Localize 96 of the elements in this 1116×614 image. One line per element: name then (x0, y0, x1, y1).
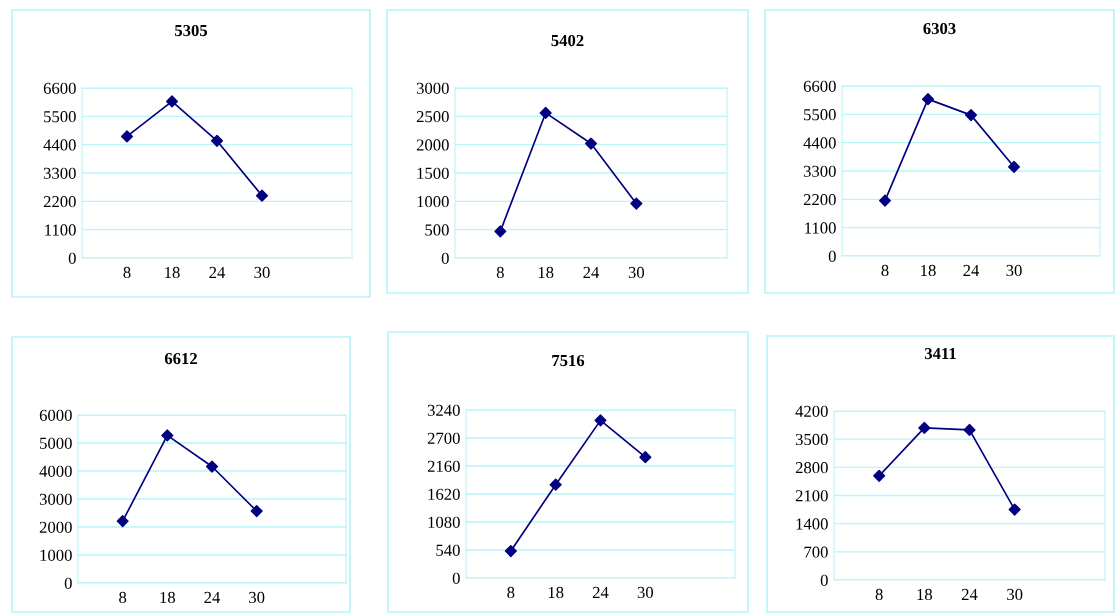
point (873, 469, 886, 482)
point (494, 225, 507, 238)
y-tick-label: 6000 (39, 409, 72, 421)
x-tick-label: 8 (875, 588, 883, 601)
y-tick-label: 1400 (796, 518, 828, 530)
x-tick-label: 30 (1007, 588, 1023, 601)
y-tick-label: 6600 (803, 80, 836, 92)
point (539, 106, 552, 120)
point (594, 414, 607, 427)
point (921, 93, 935, 106)
y-tick-label: 4000 (39, 465, 72, 477)
x-tick-label: 18 (917, 588, 933, 601)
x-tick-label: 24 (583, 266, 600, 278)
x-tick-label: 24 (961, 588, 978, 600)
y-tick-label: 0 (64, 577, 72, 589)
chart-title: 5402 (551, 34, 584, 47)
point (964, 109, 978, 122)
chart-title: 7516 (552, 354, 585, 367)
x-tick-label: 30 (628, 266, 645, 279)
y-tick-label: 1000 (40, 549, 72, 561)
x-tick-label: 8 (119, 591, 127, 604)
x-tick-label: 8 (496, 266, 504, 279)
x-tick-label: 24 (209, 266, 226, 278)
point (250, 504, 263, 518)
y-tick-label: 3300 (43, 167, 76, 179)
y-tick-label: 1100 (805, 222, 836, 234)
y-tick-label: 3500 (795, 433, 828, 446)
y-tick-label: 2200 (803, 194, 836, 206)
point (918, 421, 931, 434)
y-tick-label: 3300 (803, 165, 836, 177)
y-tick-label: 5500 (804, 109, 836, 121)
y-tick-label: 540 (436, 544, 460, 556)
point (205, 460, 219, 473)
chart-title: 5305 (175, 24, 208, 37)
y-tick-label: 500 (425, 224, 449, 236)
point (878, 194, 892, 207)
y-tick-label: 5500 (44, 111, 76, 123)
y-tick-label: 3000 (39, 493, 72, 505)
y-tick-label: 5000 (40, 437, 72, 449)
y-tick-label: 2700 (427, 432, 460, 444)
chart-title: 6612 (164, 352, 197, 365)
x-tick-label: 30 (249, 591, 265, 604)
point (210, 134, 224, 147)
point (504, 544, 517, 558)
chart-title: 3411 (924, 347, 956, 360)
x-tick-label: 24 (204, 591, 221, 603)
y-tick-label: 1500 (417, 167, 449, 179)
y-tick-label: 3240 (427, 404, 460, 416)
y-tick-label: 2500 (416, 111, 449, 123)
point (963, 423, 976, 436)
x-tick-label: 8 (123, 266, 131, 279)
y-tick-label: 2100 (795, 490, 828, 502)
point (120, 130, 134, 143)
y-tick-label: 1620 (428, 488, 460, 500)
point (1007, 160, 1021, 173)
x-tick-label: 24 (592, 586, 609, 598)
y-tick-label: 0 (452, 572, 460, 584)
y-tick-label: 0 (441, 252, 449, 264)
x-tick-label: 30 (637, 586, 654, 599)
y-tick-label: 0 (820, 574, 828, 586)
x-tick-label: 30 (254, 266, 270, 279)
y-tick-label: 1080 (428, 516, 460, 528)
y-tick-label: 2000 (416, 139, 449, 151)
y-tick-label: 6600 (43, 82, 76, 94)
x-tick-label: 18 (548, 586, 564, 599)
point (630, 197, 643, 210)
x-tick-label: 8 (881, 264, 889, 277)
point (549, 478, 562, 491)
chart-title: 6303 (923, 22, 956, 35)
y-tick-label: 1000 (417, 196, 449, 208)
y-tick-label: 0 (68, 252, 76, 264)
y-tick-label: 2160 (427, 460, 460, 472)
point (584, 137, 598, 150)
y-tick-label: 2200 (43, 196, 76, 208)
x-tick-label: 18 (160, 591, 176, 604)
y-tick-label: 1100 (45, 224, 76, 236)
point (1008, 503, 1021, 516)
y-tick-label: 2800 (795, 462, 828, 474)
y-tick-label: 700 (804, 546, 828, 558)
x-tick-label: 24 (963, 264, 980, 276)
x-tick-label: 30 (1006, 264, 1022, 277)
point (639, 451, 652, 464)
point (161, 429, 174, 442)
point (165, 95, 179, 108)
x-tick-label: 18 (165, 266, 180, 279)
x-tick-label: 18 (921, 264, 936, 277)
y-tick-label: 2000 (39, 521, 72, 533)
y-tick-label: 3000 (416, 82, 449, 94)
point (255, 189, 269, 202)
y-tick-label: 0 (828, 250, 836, 262)
y-tick-label: 4400 (43, 139, 76, 151)
x-tick-label: 18 (538, 266, 554, 279)
y-tick-label: 4200 (795, 405, 828, 417)
point (116, 515, 129, 528)
y-tick-label: 4400 (803, 137, 836, 149)
x-tick-label: 8 (507, 586, 515, 599)
